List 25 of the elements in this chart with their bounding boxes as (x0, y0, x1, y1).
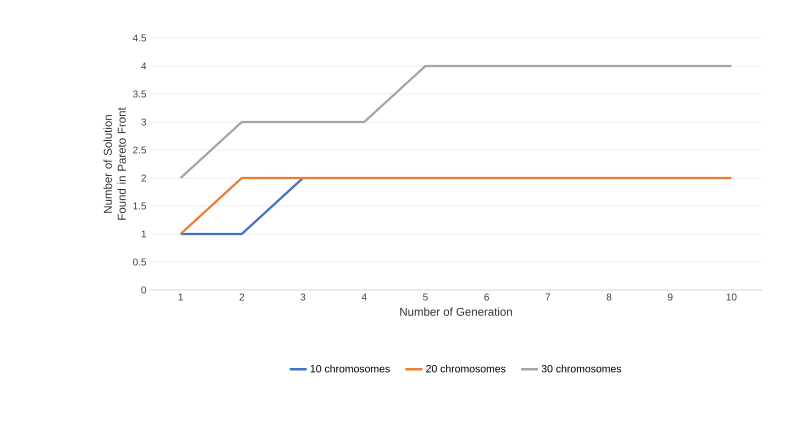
legend-label: 10 chromosomes (310, 364, 390, 372)
x-tick-label: 2 (240, 294, 244, 300)
y-tick-label: 3.5 (133, 90, 146, 98)
x-tick-label: 1 (178, 294, 183, 300)
x-tick-label: 3 (300, 294, 306, 301)
x-tick-label: 10 (726, 294, 737, 301)
x-axis-title: Number of Generation (400, 307, 512, 316)
y-tick-label: 0.5 (133, 258, 146, 266)
y-tick-label: 1 (142, 230, 146, 238)
x-tick-label: 5 (423, 294, 428, 300)
y-tick-label: 2.5 (133, 146, 146, 154)
y-axis-title: Number of Solution Found in Pareto Front (103, 107, 126, 220)
x-tick-label: 7 (546, 294, 550, 300)
x-tick-label: 4 (362, 294, 367, 300)
x-tick-label: 6 (484, 294, 489, 301)
y-tick-label: 0 (141, 286, 146, 294)
y-tick-label: 2 (141, 174, 146, 182)
y-tick-label: 1.5 (133, 202, 146, 210)
legend-label: 30 chromosomes (542, 364, 622, 372)
y-tick-label: 4.5 (132, 34, 146, 42)
y-tick-label: 3 (141, 118, 146, 126)
x-tick-label: 8 (606, 294, 612, 301)
y-tick-label: 4 (141, 62, 146, 70)
legend-label: 20 chromosomes (426, 364, 506, 372)
x-tick-label: 9 (668, 294, 673, 301)
